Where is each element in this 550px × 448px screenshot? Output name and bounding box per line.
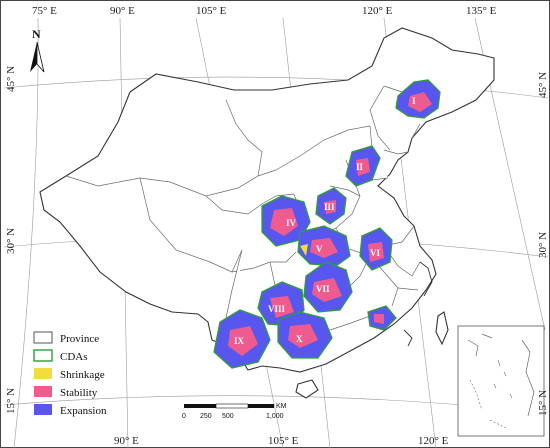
legend-swatch-province (33, 331, 53, 344)
cda-label-I: I (412, 96, 416, 106)
legend-label-cdas: CDAs (60, 351, 88, 363)
legend-swatch-shrinkage (34, 368, 52, 379)
legend-swatch-expansion (34, 404, 52, 415)
cda-label-II: II (356, 162, 364, 172)
north-label: N (32, 27, 41, 41)
cda-I-stability (408, 92, 432, 112)
cda-III-stability (324, 200, 336, 214)
lat-label-left-15: 15° N (5, 388, 17, 414)
scale-tick-500: 500 (222, 413, 234, 420)
scale-seg-1 (184, 404, 216, 408)
legend-label-expansion: Expansion (60, 405, 107, 417)
cda-V-stability (310, 238, 338, 258)
lon-labels-top: 75° E 90° E 105° E 120° E 135° E (32, 5, 497, 17)
cda-X-stability (288, 324, 318, 348)
cda-label-VIII: VIII (268, 304, 286, 314)
lon-label-bottom-120: 120° E (418, 435, 449, 447)
cda-label-III: III (324, 202, 335, 212)
legend-label-shrinkage: Shrinkage (60, 369, 105, 381)
legend: Province CDAs Shrinkage Stability Expans… (33, 331, 107, 417)
legend-swatch-stability (34, 386, 52, 397)
lon-label-bottom-105: 105° E (268, 435, 299, 447)
legend-swatch-cdas (33, 349, 53, 362)
legend-label-stability: Stability (60, 387, 98, 399)
cda-VIII-stability (270, 296, 294, 318)
lon-label-top-135: 135° E (466, 5, 497, 17)
cda-IV-stability (270, 208, 298, 236)
lon-label-top-75: 75° E (32, 5, 57, 17)
scale-seg-3 (248, 404, 274, 408)
lon-label-top-105: 105° E (196, 5, 227, 17)
cda-V-shrinkage (300, 244, 308, 256)
legend-label-province: Province (60, 333, 99, 345)
scale-bar: KM 0 250 500 1,000 (182, 403, 287, 420)
inset-frame (457, 325, 545, 437)
north-arrow-right-half (36, 41, 45, 73)
scale-tick-1000: 1,000 (266, 413, 284, 420)
scale-tick-0: 0 (182, 413, 186, 420)
cda-VII-stability (312, 278, 342, 302)
cda-regions (213, 79, 441, 369)
scale-seg-2 (215, 403, 249, 409)
cda-label-X: X (296, 334, 303, 344)
hainan-island (295, 379, 319, 399)
lat-label-right-30: 30° N (537, 232, 549, 258)
cda-II-stability (356, 158, 370, 176)
cda-label-VII: VII (316, 284, 330, 294)
lat-labels-left: 45° N 30° N 15° N (5, 66, 17, 414)
cda-label-IX: IX (234, 336, 245, 346)
lat-label-left-45: 45° N (5, 66, 17, 92)
north-arrow-left-half (30, 42, 37, 72)
cda-VI-stability (368, 242, 384, 262)
lat-label-right-15: 15° N (537, 390, 549, 416)
cda-label-VI: VI (370, 248, 380, 258)
lat-label-right-45: 45° N (537, 72, 549, 98)
lon-label-bottom-90: 90° E (114, 435, 139, 447)
north-arrow: N (30, 27, 45, 73)
lat-label-left-30: 30° N (5, 228, 17, 254)
cda-labels: I II III IV V VI VII VIII IX X (234, 96, 416, 346)
cda-label-V: V (316, 244, 323, 254)
scale-unit: KM (276, 403, 287, 410)
cda-IX-stability (228, 326, 258, 356)
lat-labels-right: 45° N 30° N 15° N (537, 72, 549, 416)
lon-label-top-90: 90° E (110, 5, 135, 17)
lon-labels-bottom: 90° E 105° E 120° E (114, 435, 449, 447)
scale-tick-250: 250 (200, 413, 212, 420)
south-china-sea-inset (457, 325, 545, 437)
cda-east-stability (374, 314, 384, 324)
lon-label-top-120: 120° E (362, 5, 393, 17)
cda-label-IV: IV (286, 218, 297, 228)
coastal-islands (403, 261, 433, 347)
taiwan-island (435, 311, 449, 346)
